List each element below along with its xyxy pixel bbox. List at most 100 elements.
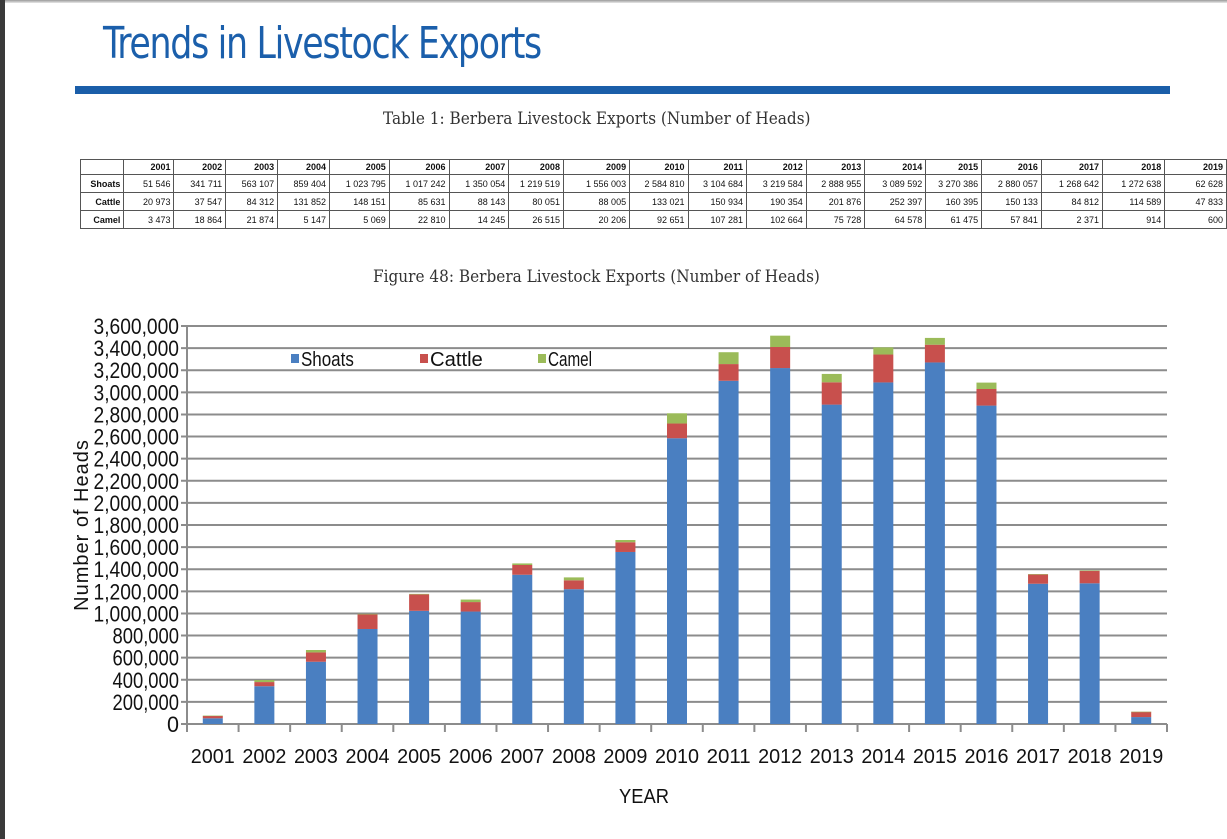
legend-label-camel: Camel	[548, 349, 592, 371]
table-cell: 88 143	[448, 192, 510, 211]
y-tick-label: 400,000	[113, 668, 180, 693]
bar-camel-2011	[718, 352, 739, 365]
table-cell: 18 864	[173, 210, 227, 229]
bar-cattle-2011	[718, 364, 739, 381]
bar-camel-2007	[512, 563, 533, 565]
y-tick-label: 3,400,000	[94, 336, 180, 361]
table-year-header: 2009	[562, 159, 631, 175]
y-tick-label: 3,600,000	[94, 314, 180, 339]
x-tick-label: 2015	[913, 746, 957, 768]
figure-caption: Figure 48: Berbera Livestock Exports (Nu…	[373, 267, 820, 287]
bar-camel-2003	[305, 650, 326, 653]
table-year-header: 2013	[805, 159, 866, 175]
x-tick-label: 2011	[707, 746, 751, 768]
x-tick-label: 2017	[1016, 746, 1060, 768]
bar-camel-2010	[667, 413, 687, 424]
table-year-header: 2019	[1164, 159, 1227, 175]
table-cell: 88 005	[562, 192, 631, 211]
x-tick-label: 2008	[552, 746, 596, 768]
table-cell: 131 852	[277, 192, 331, 211]
table-cell: 114 589	[1101, 192, 1166, 211]
bar-camel-2009	[615, 540, 636, 543]
bar-camel-2005	[409, 593, 430, 595]
x-tick-label: 2005	[397, 746, 441, 768]
bar-shoats-2014	[873, 382, 894, 724]
table-cell: 84 812	[1040, 192, 1103, 211]
bar-camel-2002	[254, 679, 275, 683]
y-tick-label: 3,000,000	[94, 380, 180, 405]
bar-camel-2013	[821, 373, 842, 383]
table-header-row: 2001 2002 2003 2004 2005 2006 2007 2008 2009 2010…	[79, 159, 1227, 175]
table-cell: 150 133	[981, 192, 1042, 211]
bar-cattle-2019	[1131, 711, 1152, 718]
bar-camel-2017	[1028, 574, 1049, 575]
table-year-header: 2005	[329, 159, 390, 175]
table-cell: 47 833	[1164, 192, 1227, 211]
table-cell: 5 069	[329, 210, 390, 229]
page-top-edge	[0, 0, 1227, 3]
x-tick-label: 2006	[449, 746, 493, 768]
table-cell: 859 404	[277, 174, 331, 193]
table-cell: 3 270 386	[925, 174, 983, 193]
table-cell: 148 151	[329, 192, 390, 211]
table-cell: 1 023 795	[329, 174, 390, 193]
table-cell: 1 017 242	[388, 174, 450, 193]
table-year-header: 2018	[1101, 159, 1166, 175]
bar-shoats-2015	[924, 362, 945, 724]
x-tick-label: 2007	[500, 746, 544, 768]
table-cell: 2 371	[1040, 210, 1103, 229]
table-cell: 61 475	[925, 210, 983, 229]
x-tick-label: 2012	[758, 746, 802, 768]
table-corner	[79, 159, 125, 175]
bar-shoats-2008	[563, 589, 584, 724]
bar-cattle-2005	[409, 594, 430, 611]
y-tick-label: 2,600,000	[94, 425, 180, 450]
bar-cattle-2001	[202, 715, 223, 719]
table-row-label: Camel	[79, 210, 125, 229]
legend-label-shoats: Shoats	[301, 349, 354, 371]
table-cell: 20 206	[562, 210, 631, 229]
bar-cattle-2015	[924, 344, 945, 363]
y-tick-label: 3,200,000	[94, 358, 180, 383]
table-cell: 3 473	[123, 210, 175, 229]
bar-camel-2008	[563, 577, 584, 581]
bar-cattle-2004	[357, 614, 378, 629]
table-cell: 600	[1164, 210, 1227, 229]
table-cell: 26 515	[508, 210, 564, 229]
y-tick-label: 2,400,000	[94, 447, 180, 472]
table-cell: 20 973	[123, 192, 175, 211]
y-tick-label: 600,000	[113, 646, 180, 671]
table-cell: 57 841	[981, 210, 1042, 229]
bar-camel-2019	[1131, 711, 1152, 713]
bar-shoats-2002	[254, 686, 275, 724]
table-cell: 1 556 003	[562, 174, 631, 193]
x-tick-label: 2010	[655, 746, 699, 768]
page-title: Trends in Livestock Exports	[103, 18, 542, 69]
table-cell: 1 272 638	[1101, 174, 1166, 193]
bar-cattle-2012	[770, 347, 791, 369]
table-cell: 201 876	[805, 192, 866, 211]
bar-cattle-2016	[976, 388, 997, 406]
stacked-bar-chart: 0200,000400,000600,000800,0001,000,0001,…	[71, 314, 1168, 808]
legend-swatch-cattle	[420, 354, 428, 363]
y-axis-label: Number of Heads	[71, 439, 93, 611]
y-tick-label: 1,600,000	[94, 535, 180, 560]
table-cell: 21 874	[225, 210, 279, 229]
y-tick-label: 2,200,000	[94, 469, 180, 494]
y-tick-label: 1,800,000	[94, 513, 180, 538]
y-tick-label: 2,000,000	[94, 491, 180, 516]
table-cell: 2 584 810	[629, 174, 689, 193]
livestock-table: 2001 2002 2003 2004 2005 2006 2007 2008 2009 2010…	[79, 159, 1227, 229]
table-row-camel: Camel 3 473 18 864 21 874 5 147 5 069 22 810 14…	[79, 210, 1227, 229]
bar-shoats-2003	[305, 661, 326, 724]
bar-shoats-2011	[718, 380, 739, 724]
table-caption: Table 1: Berbera Livestock Exports (Numb…	[383, 109, 811, 129]
bar-camel-2006	[460, 599, 481, 603]
bar-camel-2004	[357, 613, 378, 615]
y-tick-label: 200,000	[113, 690, 180, 715]
x-tick-label: 2013	[810, 746, 854, 768]
bar-camel-2014	[873, 347, 894, 355]
x-tick-label: 2009	[603, 746, 647, 768]
y-tick-label: 1,400,000	[94, 557, 180, 582]
bar-cattle-2003	[305, 652, 326, 662]
